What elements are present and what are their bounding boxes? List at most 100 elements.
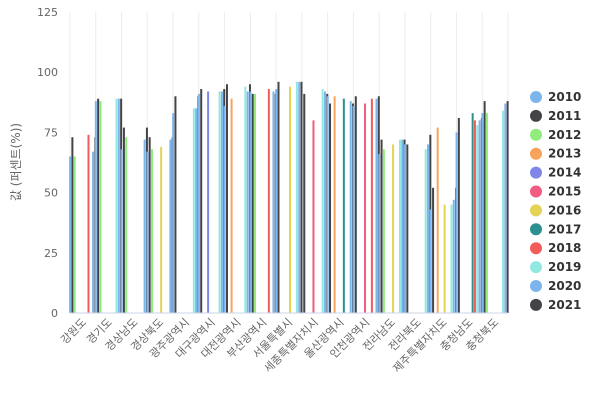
bar-2017[interactable] bbox=[342, 98, 345, 313]
bar-2012[interactable] bbox=[382, 149, 385, 313]
bar-2012[interactable] bbox=[150, 149, 153, 313]
legend-item-2011[interactable]: 2011 bbox=[530, 109, 581, 123]
bar-2010[interactable] bbox=[429, 209, 432, 313]
bar-2010[interactable] bbox=[69, 156, 72, 313]
bar-2012[interactable] bbox=[99, 101, 102, 313]
bar-2019[interactable] bbox=[424, 149, 427, 313]
bar-2010[interactable] bbox=[172, 113, 175, 313]
bar-2020[interactable] bbox=[478, 120, 481, 313]
bar-2020[interactable] bbox=[298, 81, 301, 313]
bar-2020[interactable] bbox=[452, 199, 455, 313]
bar-2018[interactable] bbox=[87, 134, 90, 313]
bar-2011[interactable] bbox=[354, 96, 357, 313]
bar-2020[interactable] bbox=[349, 101, 352, 313]
bar-2019[interactable] bbox=[398, 139, 401, 313]
bar-2011[interactable] bbox=[329, 103, 332, 313]
bar-2011[interactable] bbox=[122, 127, 125, 313]
bar-2020[interactable] bbox=[272, 91, 275, 314]
bar-2011[interactable] bbox=[200, 89, 203, 313]
bar-2020[interactable] bbox=[375, 98, 378, 313]
bar-2021[interactable] bbox=[506, 101, 509, 313]
bar-2013[interactable] bbox=[230, 98, 233, 313]
legend[interactable]: 2010 2011 2012 2013 2014 2015 2016 2017 2018 2019… bbox=[530, 90, 581, 312]
bar-2019[interactable] bbox=[218, 91, 221, 314]
bar-2010[interactable] bbox=[249, 91, 252, 314]
bar-2019[interactable] bbox=[476, 125, 479, 314]
bar-2010[interactable] bbox=[197, 93, 200, 313]
bar-2014[interactable] bbox=[207, 91, 210, 314]
bar-2010[interactable] bbox=[404, 144, 407, 313]
bar-2018[interactable] bbox=[473, 120, 476, 313]
bar-2016[interactable] bbox=[160, 146, 163, 313]
legend-item-2014[interactable]: 2014 bbox=[530, 166, 581, 180]
bar-2010[interactable] bbox=[275, 89, 278, 313]
bar-2021[interactable] bbox=[300, 81, 303, 313]
bar-2011[interactable] bbox=[483, 101, 486, 313]
bar-2012[interactable] bbox=[485, 113, 488, 313]
bar-2013[interactable] bbox=[436, 127, 439, 313]
bar-2012[interactable] bbox=[125, 137, 128, 313]
bar-2020[interactable] bbox=[143, 139, 146, 313]
bar-2010[interactable] bbox=[378, 154, 381, 313]
bar-2019[interactable] bbox=[450, 204, 453, 313]
bar-2012[interactable] bbox=[254, 93, 257, 313]
legend-item-2013[interactable]: 2013 bbox=[530, 147, 581, 161]
bar-2020[interactable] bbox=[117, 98, 120, 313]
legend-item-2021[interactable]: 2021 bbox=[530, 298, 581, 312]
bar-2020[interactable] bbox=[401, 139, 404, 313]
legend-item-2016[interactable]: 2016 bbox=[530, 203, 581, 217]
bar-2010[interactable] bbox=[94, 101, 97, 313]
bar-2016[interactable] bbox=[443, 204, 446, 313]
bar-2020[interactable] bbox=[169, 139, 172, 313]
bar-2011[interactable] bbox=[225, 84, 228, 314]
bar-2020[interactable] bbox=[504, 103, 507, 313]
legend-item-2010[interactable]: 2010 bbox=[530, 90, 581, 104]
legend-item-2012[interactable]: 2012 bbox=[530, 128, 581, 142]
bar-2010[interactable] bbox=[223, 105, 226, 313]
bar-2011[interactable] bbox=[380, 139, 383, 313]
bar-2018[interactable] bbox=[267, 89, 270, 313]
bar-2015[interactable] bbox=[312, 120, 315, 313]
bar-2018[interactable] bbox=[370, 98, 373, 313]
bar-2011[interactable] bbox=[174, 96, 177, 313]
bar-2011[interactable] bbox=[277, 81, 280, 313]
bar-2020[interactable] bbox=[220, 91, 223, 314]
bar-2017[interactable] bbox=[471, 113, 474, 313]
bar-2011[interactable] bbox=[71, 137, 74, 313]
bar-2011[interactable] bbox=[457, 117, 460, 314]
legend-item-2017[interactable]: 2017 bbox=[530, 222, 581, 236]
bar-2010[interactable] bbox=[455, 132, 458, 313]
bar-2011[interactable] bbox=[406, 144, 409, 313]
bar-2010[interactable] bbox=[146, 151, 149, 313]
bar-2013[interactable] bbox=[333, 96, 336, 313]
bar-2020[interactable] bbox=[323, 91, 326, 314]
bar-2019[interactable] bbox=[244, 86, 247, 313]
bar-2010[interactable] bbox=[326, 96, 329, 313]
bar-2020[interactable] bbox=[246, 91, 249, 314]
bar-2016[interactable] bbox=[289, 86, 291, 313]
bar-2011[interactable] bbox=[251, 93, 254, 313]
bar-2020[interactable] bbox=[427, 144, 430, 313]
bar-2011[interactable] bbox=[97, 98, 100, 313]
bar-2019[interactable] bbox=[192, 108, 195, 313]
bar-2012[interactable] bbox=[73, 156, 76, 313]
bar-2020[interactable] bbox=[92, 151, 95, 313]
bar-2010[interactable] bbox=[481, 113, 484, 313]
bar-2020[interactable] bbox=[195, 108, 198, 313]
bar-2019[interactable] bbox=[295, 81, 298, 313]
legend-item-2015[interactable]: 2015 bbox=[530, 185, 581, 199]
bar-2019[interactable] bbox=[502, 110, 505, 313]
legend-label: 2010 bbox=[548, 90, 581, 104]
legend-item-2020[interactable]: 2020 bbox=[530, 279, 581, 293]
bar-2015[interactable] bbox=[363, 103, 366, 313]
bar-2019[interactable] bbox=[115, 98, 118, 313]
bar-2011[interactable] bbox=[432, 187, 435, 313]
legend-item-2019[interactable]: 2019 bbox=[530, 260, 581, 274]
bar-2010[interactable] bbox=[120, 149, 123, 313]
legend-item-2018[interactable]: 2018 bbox=[530, 241, 581, 255]
bar-2011[interactable] bbox=[148, 137, 151, 313]
bar-2016[interactable] bbox=[392, 144, 395, 313]
bar-2019[interactable] bbox=[321, 89, 324, 313]
bar-2011[interactable] bbox=[303, 93, 306, 313]
bar-2010[interactable] bbox=[352, 105, 355, 313]
